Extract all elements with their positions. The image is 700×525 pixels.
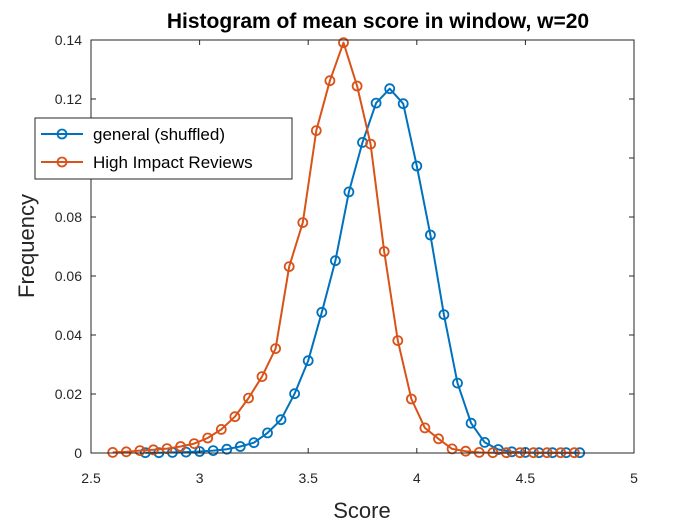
- y-tick-label: 0.02: [55, 386, 82, 402]
- data-point: [297, 217, 309, 229]
- data-point: [302, 355, 314, 367]
- data-point: [452, 377, 463, 389]
- legend-box: [34, 117, 293, 180]
- data-point: [460, 445, 472, 457]
- data-point: [243, 392, 254, 404]
- data-point: [370, 97, 382, 109]
- y-tick-label: 0.06: [55, 268, 82, 284]
- data-point: [215, 423, 227, 435]
- legend-entry: High Impact Reviews: [41, 153, 253, 172]
- chart-title: Histogram of mean score in window, w=20: [167, 10, 589, 33]
- x-tick-label: 5: [630, 470, 638, 486]
- legend-entry: general (shuffled): [41, 125, 225, 144]
- data-point: [465, 417, 477, 429]
- data-point: [275, 414, 287, 426]
- data-point: [180, 446, 192, 458]
- data-point: [433, 433, 444, 445]
- data-point: [392, 335, 404, 347]
- legend-label: general (shuffled): [93, 125, 225, 144]
- plot-area: [91, 40, 634, 453]
- data-point: [107, 446, 119, 458]
- y-axis-label: Frequency: [14, 194, 39, 298]
- legend-marker: [56, 156, 68, 168]
- data-point: [316, 306, 328, 318]
- data-point: [438, 309, 450, 321]
- data-point: [289, 388, 301, 400]
- data-point: [194, 446, 206, 457]
- data-point: [256, 371, 268, 383]
- data-point: [378, 246, 390, 257]
- data-point: [248, 437, 260, 449]
- data-point: [310, 125, 322, 137]
- data-point: [283, 261, 295, 273]
- x-tick-label: 4.5: [516, 470, 536, 486]
- data-point: [234, 441, 246, 452]
- data-point: [424, 229, 436, 241]
- x-axis-label: Score: [333, 498, 390, 523]
- y-tick-label: 0.14: [55, 32, 82, 48]
- data-point: [365, 138, 377, 150]
- y-tick-label: 0.08: [55, 209, 82, 225]
- legend-marker: [56, 128, 68, 140]
- data-point: [338, 37, 349, 49]
- data-point: [188, 438, 200, 450]
- data-point: [221, 443, 233, 455]
- data-point: [202, 432, 214, 444]
- data-point: [270, 343, 282, 355]
- data-point: [147, 444, 159, 456]
- data-point: [207, 445, 219, 457]
- data-point: [479, 436, 491, 448]
- data-point: [229, 411, 241, 423]
- data-point: [134, 445, 146, 457]
- data-point: [405, 393, 417, 405]
- data-point: [120, 446, 132, 458]
- x-tick-label: 3: [196, 470, 204, 486]
- data-point: [473, 446, 485, 458]
- x-tick-label: 2.5: [81, 470, 101, 486]
- x-tick-label: 4: [413, 470, 421, 486]
- legend: general (shuffled) High Impact Reviews: [34, 117, 293, 180]
- legend-label: High Impact Reviews: [93, 153, 253, 172]
- data-point: [419, 422, 431, 434]
- data-point: [324, 75, 336, 87]
- x-tick-label: 3.5: [298, 470, 318, 486]
- data-point: [384, 83, 396, 95]
- data-point: [351, 80, 363, 92]
- plot-box: [90, 39, 635, 454]
- y-tick-label: 0: [74, 445, 82, 461]
- data-point: [411, 160, 423, 172]
- data-point: [397, 98, 409, 110]
- data-point: [343, 186, 355, 198]
- data-point: [329, 255, 341, 267]
- data-point: [262, 427, 273, 439]
- data-point: [175, 441, 187, 452]
- y-tick-label: 0.04: [55, 327, 82, 343]
- y-tick-label: 0.12: [55, 91, 82, 107]
